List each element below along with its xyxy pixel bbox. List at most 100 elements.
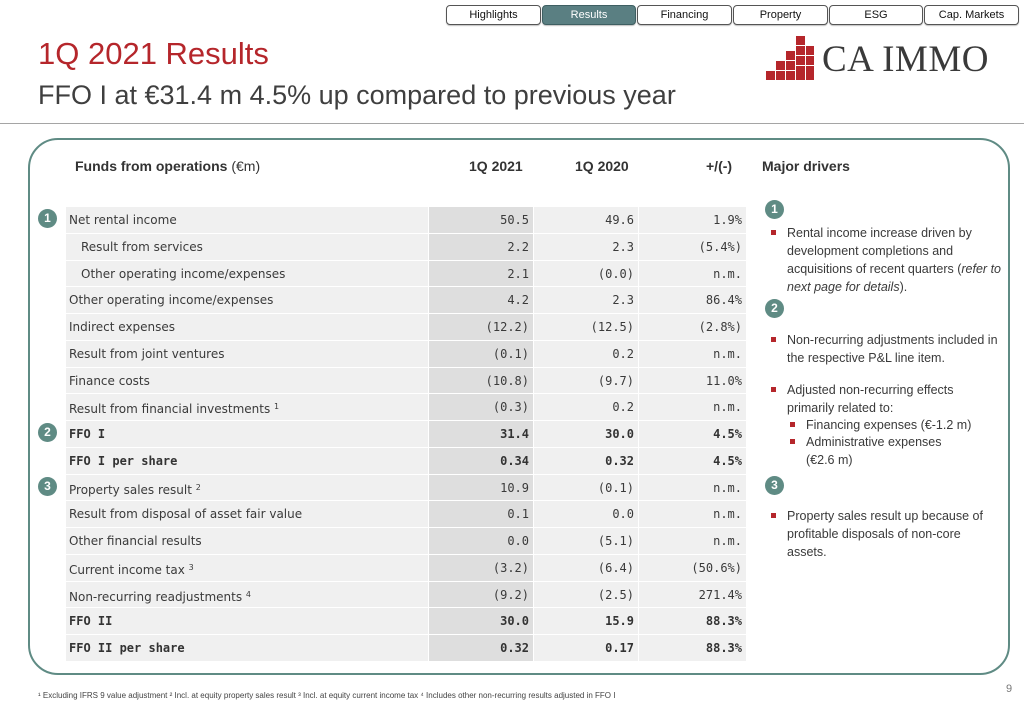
ca-immo-logo: CA IMMO (766, 36, 996, 84)
value-change: 4.5% (639, 447, 746, 474)
row-label: Other operating income/expenses (66, 260, 428, 287)
row-label-text: Non-recurring readjustments (69, 589, 243, 604)
value-change: 88.3% (639, 608, 746, 634)
table-row: Other financial results 0.0 (5.1) n.m. (66, 528, 746, 555)
value-change: (2.8%) (639, 314, 746, 340)
value-change: (5.4%) (639, 233, 746, 260)
row-label: Non-recurring readjustments 4 (66, 581, 428, 608)
table-row: FFO I 31.4 30.0 4.5% (66, 421, 746, 448)
badge-2-table: 2 (38, 423, 57, 442)
col-header-1q2020: 1Q 2020 (575, 158, 629, 174)
value-change: n.m. (639, 474, 746, 501)
value-change: 271.4% (639, 581, 746, 608)
value-1q2021: 0.0 (429, 528, 533, 554)
value-1q2020: (12.5) (534, 314, 638, 340)
value-1q2020: 49.6 (534, 207, 638, 233)
page-number: 9 (1006, 683, 1013, 695)
table-row: Finance costs (10.8) (9.7) 11.0% (66, 367, 746, 395)
value-change: n.m. (639, 260, 746, 287)
row-label-text: Current income tax (69, 562, 185, 577)
logo-text: CA IMMO (822, 39, 989, 80)
value-1q2021: 30.0 (429, 608, 533, 634)
table-heading-unit: (€m) (231, 158, 261, 174)
row-label: FFO II per share (66, 635, 428, 661)
table-row: Non-recurring readjustments 4 (9.2) (2.5… (66, 581, 746, 609)
driver-1-italic: refer to next page for details (787, 262, 1001, 294)
value-1q2020: (6.4) (534, 554, 638, 581)
value-1q2020: 0.32 (534, 447, 638, 474)
tab-esg[interactable]: ESG (829, 5, 923, 25)
page-title: 1Q 2021 Results (38, 36, 269, 71)
table-row: Indirect expenses (12.2) (12.5) (2.8%) (66, 314, 746, 341)
badge-1-table: 1 (38, 209, 57, 228)
driver-2b-text: Adjusted non-recurring effects primarily… (771, 381, 1002, 417)
table-row: Result from disposal of asset fair value… (66, 501, 746, 528)
section-nav: Highlights Results Financing Property ES… (446, 5, 1020, 25)
value-1q2021: 50.5 (429, 207, 533, 233)
row-label: Result from disposal of asset fair value (66, 501, 428, 527)
row-label: FFO I (66, 421, 428, 447)
table-row: Current income tax 3 (3.2) (6.4) (50.6%) (66, 554, 746, 582)
row-label: Result from joint ventures (66, 340, 428, 367)
driver-3-text: Property sales result up because of prof… (771, 507, 1002, 561)
row-label-text: Result from financial investments (69, 402, 271, 417)
tab-cap-markets[interactable]: Cap. Markets (924, 5, 1019, 25)
value-change: 1.9% (639, 207, 746, 233)
logo-blocks-icon (766, 36, 814, 80)
driver-1-text: Rental income increase driven by develop… (771, 224, 1002, 296)
value-1q2021: 10.9 (429, 474, 533, 501)
table-row: Result from financial investments 1 (0.3… (66, 394, 746, 421)
value-1q2020: 15.9 (534, 608, 638, 634)
content-panel (28, 138, 1010, 675)
table-row: Result from services 2.2 2.3 (5.4%) (66, 233, 746, 261)
value-1q2021: 2.2 (429, 233, 533, 260)
value-1q2020: 30.0 (534, 421, 638, 447)
footnote-ref: 3 (188, 562, 194, 572)
tab-financing[interactable]: Financing (637, 5, 732, 25)
value-1q2020: (0.1) (534, 474, 638, 501)
footnote-ref: 1 (274, 402, 280, 412)
row-label: Result from financial investments 1 (66, 394, 428, 420)
tab-property[interactable]: Property (733, 5, 828, 25)
table-row: FFO II per share 0.32 0.17 88.3% (66, 635, 746, 662)
badge-3-table: 3 (38, 477, 57, 496)
row-label-text: Property sales result (69, 482, 192, 497)
tab-results[interactable]: Results (542, 5, 636, 25)
value-change: n.m. (639, 394, 746, 420)
value-1q2020: (5.1) (534, 528, 638, 554)
table-row: FFO II 30.0 15.9 88.3% (66, 608, 746, 635)
value-change: 11.0% (639, 367, 746, 394)
driver-1-main: Rental income increase driven by develop… (787, 226, 972, 276)
tab-highlights[interactable]: Highlights (446, 5, 541, 25)
drivers-heading: Major drivers (762, 158, 850, 174)
row-label: Property sales result 2 (66, 474, 428, 501)
value-1q2021: (3.2) (429, 554, 533, 581)
value-1q2021: 2.1 (429, 260, 533, 287)
table-heading-text: Funds from operations (75, 158, 228, 174)
value-1q2020: 2.3 (534, 233, 638, 260)
table-row: FFO I per share 0.34 0.32 4.5% (66, 447, 746, 475)
value-1q2021: 31.4 (429, 421, 533, 447)
footnotes: ¹ Excluding IFRS 9 value adjustment ² In… (38, 691, 616, 700)
page-subtitle: FFO I at €31.4 m 4.5% up compared to pre… (38, 80, 676, 110)
value-1q2021: (0.1) (429, 340, 533, 367)
value-1q2020: 0.2 (534, 340, 638, 367)
badge-1-drivers: 1 (765, 200, 784, 219)
driver-2a-text: Non-recurring adjustments included in th… (771, 331, 1002, 367)
table-heading: Funds from operations (€m) (75, 158, 260, 174)
value-1q2021: (10.8) (429, 367, 533, 394)
row-label: Result from services (66, 233, 428, 260)
row-label: FFO II (66, 608, 428, 634)
footnote-ref: 2 (195, 482, 201, 492)
value-change: n.m. (639, 340, 746, 367)
driver-2b-sub2: Administrative expenses (€2.6 m) (790, 433, 966, 469)
value-change: n.m. (639, 528, 746, 554)
value-1q2021: (0.3) (429, 394, 533, 420)
ffo-table: Net rental income 50.5 49.6 1.9% Result … (66, 207, 746, 662)
col-header-1q2021: 1Q 2021 (469, 158, 523, 174)
table-row: Result from joint ventures (0.1) 0.2 n.m… (66, 340, 746, 368)
value-1q2021: (12.2) (429, 314, 533, 340)
value-1q2021: 0.34 (429, 447, 533, 474)
row-label: FFO I per share (66, 447, 428, 474)
value-1q2020: 0.17 (534, 635, 638, 661)
